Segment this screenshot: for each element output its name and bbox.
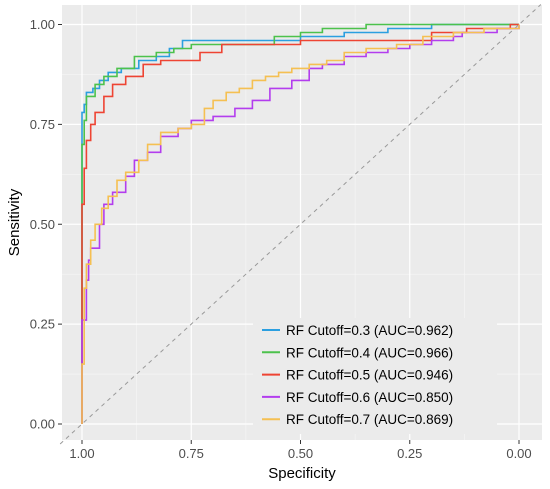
- series-line-5: [81, 24, 520, 424]
- x-tick-label: 0.00: [506, 446, 531, 461]
- x-tick-label: 1.00: [69, 446, 94, 461]
- x-tick-label: 0.50: [288, 446, 313, 461]
- series-layer: [81, 23, 520, 424]
- legend-label-2: RF Cutoff=0.4 (AUC=0.966): [286, 345, 453, 360]
- series-line-2: [81, 23, 519, 424]
- series-line-3: [81, 23, 519, 424]
- legend-label-3: RF Cutoff=0.5 (AUC=0.946): [286, 368, 453, 383]
- legend-label-4: RF Cutoff=0.6 (AUC=0.850): [286, 390, 453, 405]
- legend-label-5: RF Cutoff=0.7 (AUC=0.869): [286, 412, 453, 427]
- y-axis: 0.00 0.25 0.50 0.75 1.00: [30, 17, 62, 432]
- y-tick-label: 0.00: [30, 417, 55, 432]
- y-axis-title: Sensitivity: [6, 188, 23, 256]
- legend: RF Cutoff=0.3 (AUC=0.962) RF Cutoff=0.4 (…: [253, 318, 497, 434]
- x-tick-label: 0.25: [397, 446, 422, 461]
- x-axis: 1.00 0.75 0.50 0.25 0.00: [69, 440, 532, 461]
- x-axis-title: Specificity: [268, 465, 336, 482]
- x-tick-label: 0.75: [179, 446, 204, 461]
- legend-box: [253, 318, 497, 434]
- legend-label-1: RF Cutoff=0.3 (AUC=0.962): [286, 323, 453, 338]
- y-tick-label: 1.00: [30, 17, 55, 32]
- y-tick-label: 0.75: [30, 117, 55, 132]
- series-line-1: [81, 23, 519, 424]
- y-tick-label: 0.50: [30, 217, 55, 232]
- y-tick-label: 0.25: [30, 317, 55, 332]
